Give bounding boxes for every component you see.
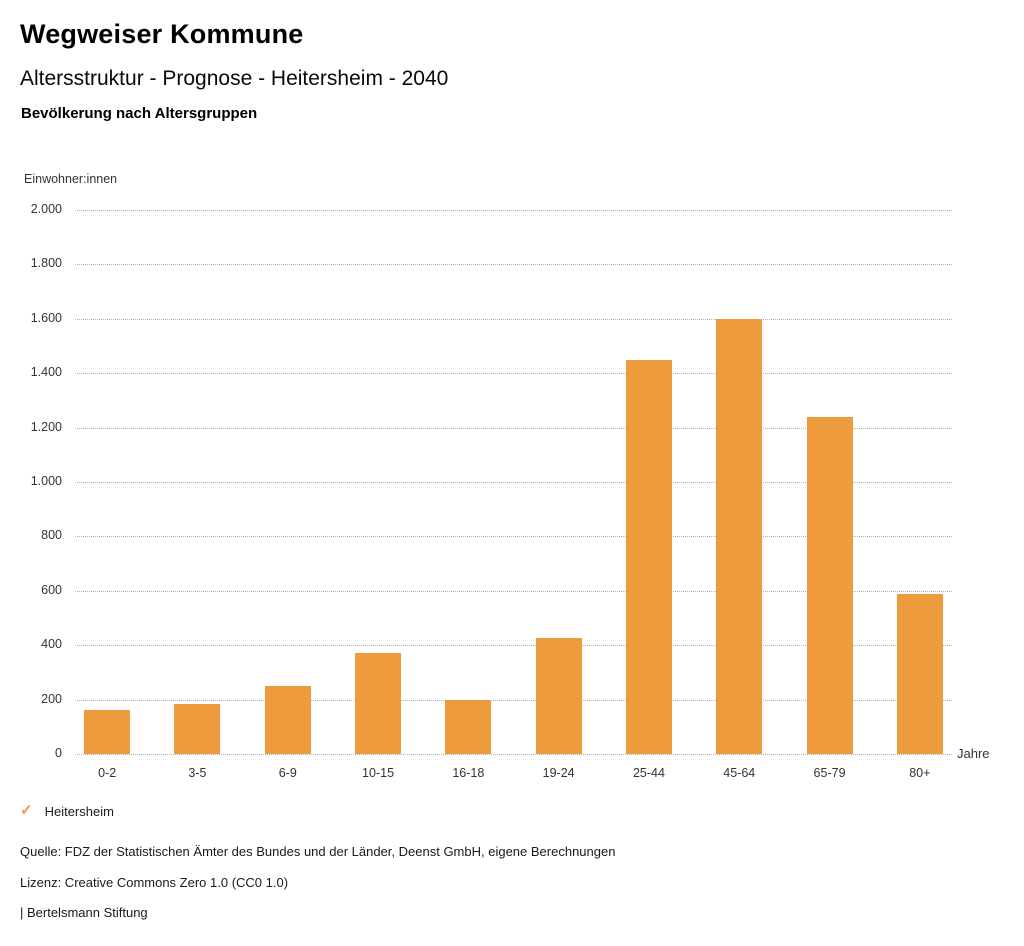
report-subtitle: Altersstruktur - Prognose - Heitersheim … — [20, 67, 449, 90]
y-tick-label: 1.400 — [30, 365, 62, 380]
x-axis-title: Jahre — [957, 746, 990, 761]
gridline — [75, 427, 952, 429]
branding-text: | Bertelsmann Stiftung — [20, 905, 148, 920]
gridline — [75, 482, 952, 483]
x-tick-label: 80+ — [909, 766, 931, 780]
x-tick-label: 0-2 — [98, 766, 117, 780]
bar-3-5[interactable] — [174, 703, 221, 754]
bar-25-44[interactable] — [625, 359, 672, 754]
gridline — [75, 264, 952, 266]
y-tick-label: 1.200 — [30, 419, 62, 434]
license-text: Lizenz: Creative Commons Zero 1.0 (CC0 1… — [20, 875, 289, 890]
bar-19-24[interactable] — [535, 638, 582, 754]
legend-item-heitersheim[interactable]: ✓ Heitersheim — [20, 803, 114, 819]
x-tick-label: 19-24 — [542, 766, 575, 780]
y-tick-label: 1.600 — [30, 310, 62, 325]
x-tick-label: 10-15 — [362, 766, 395, 780]
y-axis-title: Einwohner:innen — [24, 172, 118, 186]
bar-80+[interactable] — [896, 593, 943, 754]
y-tick-label: 800 — [41, 528, 62, 543]
y-tick-label: 600 — [41, 582, 62, 597]
gridline — [75, 754, 952, 755]
y-tick-label: 0 — [55, 746, 62, 760]
gridline — [75, 645, 952, 647]
gridline — [75, 373, 952, 375]
x-tick-label: 25-44 — [632, 766, 665, 780]
page-title: Wegweiser Kommune — [20, 19, 304, 49]
bar-45-64[interactable] — [716, 318, 763, 754]
gridline — [75, 318, 952, 320]
x-tick-label: 16-18 — [452, 766, 485, 780]
x-tick-label: 45-64 — [723, 766, 756, 780]
bar-10-15[interactable] — [355, 653, 402, 754]
bar-65-79[interactable] — [806, 416, 853, 754]
x-tick-label: 65-79 — [813, 766, 846, 780]
y-tick-label: 1.000 — [30, 474, 62, 488]
y-tick-label: 1.800 — [30, 256, 62, 271]
gridline — [75, 590, 952, 592]
x-tick-label: 6-9 — [278, 766, 297, 780]
gridline — [75, 210, 952, 211]
x-tick-label: 3-5 — [188, 766, 207, 780]
gridline — [75, 536, 952, 538]
legend-label: Heitersheim — [44, 803, 114, 819]
y-tick-label: 200 — [41, 691, 62, 706]
check-icon: ✓ — [20, 802, 33, 819]
y-tick-label: 400 — [41, 637, 62, 652]
bar-6-9[interactable] — [264, 686, 311, 754]
source-text: Quelle: FDZ der Statistischen Ämter des … — [20, 844, 616, 859]
bar-0-2[interactable] — [84, 710, 131, 754]
gridline — [75, 699, 952, 701]
y-tick-label: 2.000 — [30, 202, 62, 216]
bar-16-18[interactable] — [445, 699, 492, 754]
chart-heading: Bevölkerung nach Altersgruppen — [21, 105, 258, 122]
